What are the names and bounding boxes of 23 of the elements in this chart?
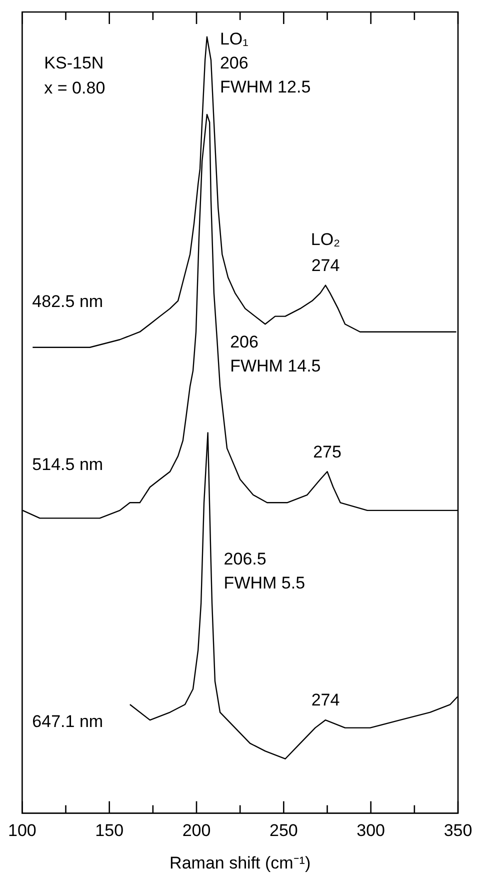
annotation: FWHM 14.5 [230, 356, 321, 376]
annotation: 206 [230, 332, 258, 352]
annotation: x = 0.80 [44, 78, 106, 98]
annotation: 274 [311, 690, 340, 710]
x-tick-label: 250 [269, 821, 298, 840]
x-tick-label: 100 [8, 821, 36, 840]
annotation: FWHM 12.5 [220, 78, 311, 97]
x-axis-title: Raman shift (cm⁻¹) [170, 853, 311, 872]
annotation: 206.5 [224, 550, 266, 569]
annotation: 206 [220, 54, 248, 73]
annotation: LO₂ [310, 230, 340, 249]
x-tick-label: 150 [95, 821, 124, 840]
text: 514.5 nm [32, 455, 104, 474]
x-tick-label: 300 [356, 821, 386, 840]
annotation: FWHM 5.5 [224, 574, 306, 593]
series-label: 482.5 nm [32, 292, 104, 312]
x-tick-label: 350 [444, 821, 472, 840]
x-tick-label: 200 [182, 821, 211, 840]
annotation: LO₁ [220, 30, 249, 49]
annotation: 274 [311, 256, 340, 275]
series-label: 647.1 nm [32, 712, 104, 732]
annotation: 275 [313, 442, 342, 462]
annotation: KS-15N [44, 54, 104, 73]
